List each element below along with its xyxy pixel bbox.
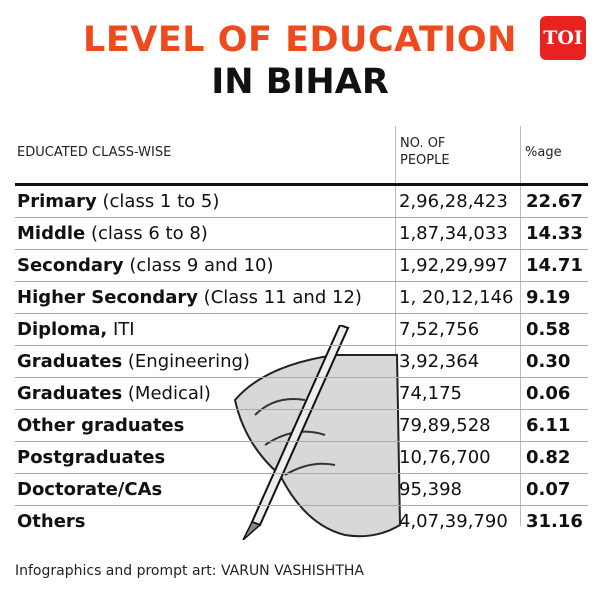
education-table: Primary (class 1 to 5) 2,96,28,423 22.67 Mi…: [15, 186, 588, 537]
pct-cell: 0.06: [523, 377, 588, 410]
credit-line: Infographics and prompt art: VARUN VASHI…: [15, 563, 364, 579]
category-cell: Other graduates: [15, 409, 395, 442]
category-bold: Postgraduates: [17, 447, 166, 468]
table-row: Primary (class 1 to 5) 2,96,28,423 22.67: [15, 186, 588, 218]
category-cell: Higher Secondary (Class 11 and 12): [15, 281, 395, 314]
people-cell: 2,96,28,423: [395, 186, 523, 218]
category-bold: Graduates: [17, 383, 123, 404]
category-cell: Graduates (Medical): [15, 377, 395, 410]
category-bold: Secondary: [17, 255, 124, 276]
people-cell: 1,87,34,033: [395, 217, 523, 250]
people-cell: 74,175: [395, 377, 523, 410]
people-cell: 1,92,29,997: [395, 249, 523, 282]
header-people: NO. OF PEOPLE: [400, 135, 450, 169]
category-bold: Graduates: [17, 351, 123, 372]
table-row: Graduates (Engineering) 3,92,364 0.30: [15, 345, 588, 378]
people-cell: 10,76,700: [395, 441, 523, 474]
category-cell: Middle (class 6 to 8): [15, 217, 395, 250]
table-row: Secondary (class 9 and 10) 1,92,29,997 14.…: [15, 249, 588, 282]
people-cell: 79,89,528: [395, 409, 523, 442]
pct-cell: 22.67: [523, 186, 588, 218]
category-bold: Other graduates: [17, 415, 185, 436]
category-detail: (Class 11 and 12): [197, 287, 362, 308]
people-cell: 95,398: [395, 473, 523, 506]
pct-cell: 0.58: [523, 313, 588, 346]
category-detail: (class 1 to 5): [96, 191, 220, 212]
category-detail: (Medical): [122, 383, 211, 404]
category-cell: Graduates (Engineering): [15, 345, 395, 378]
category-cell: Postgraduates: [15, 441, 395, 474]
category-bold: Doctorate/CAs: [17, 479, 163, 500]
category-detail: (class 9 and 10): [123, 255, 274, 276]
pct-cell: 0.30: [523, 345, 588, 378]
table-row: Higher Secondary (Class 11 and 12) 1, 20,…: [15, 281, 588, 314]
table-row: Middle (class 6 to 8) 1,87,34,033 14.33: [15, 217, 588, 250]
title-line-2: IN BIHAR: [211, 62, 389, 102]
table-row: Postgraduates 10,76,700 0.82: [15, 441, 588, 474]
pct-cell: 14.71: [523, 249, 588, 282]
people-cell: 1, 20,12,146: [395, 281, 523, 314]
table-row: Doctorate/CAs 95,398 0.07: [15, 473, 588, 506]
category-detail: (class 6 to 8): [85, 223, 208, 244]
table-row: Diploma, ITI 7,52,756 0.58: [15, 313, 588, 346]
table-row: Other graduates 79,89,528 6.11: [15, 409, 588, 442]
category-bold: Higher Secondary: [17, 287, 198, 308]
people-cell: 7,52,756: [395, 313, 523, 346]
table-row: Others 4,07,39,790 31.16: [15, 506, 588, 538]
title-line-1: LEVEL OF EDUCATION: [83, 20, 517, 60]
header-people-line2: PEOPLE: [400, 153, 450, 168]
category-detail: (Engineering): [122, 351, 250, 372]
category-cell: Diploma, ITI: [15, 313, 395, 346]
category-bold: Diploma,: [17, 319, 108, 340]
header-pct: %age: [525, 145, 562, 160]
table-row: Graduates (Medical) 74,175 0.06: [15, 377, 588, 410]
category-bold: Others: [17, 511, 86, 532]
header-people-line1: NO. OF: [400, 136, 446, 151]
category-detail: ITI: [107, 319, 135, 340]
header-rule: [15, 183, 588, 186]
pct-cell: 31.16: [526, 511, 583, 532]
pct-cell: 6.11: [523, 409, 588, 442]
category-cell: Others: [15, 506, 395, 538]
pct-cell: 14.33: [523, 217, 588, 250]
pct-cell: 0.82: [523, 441, 588, 474]
header-category: EDUCATED CLASS-WISE: [17, 145, 172, 160]
category-cell: Doctorate/CAs: [15, 473, 395, 506]
pct-cell: 9.19: [523, 281, 588, 314]
toi-logo: TOI: [540, 16, 586, 60]
people-cell: 4,07,39,790: [399, 511, 508, 532]
people-cell: 3,92,364: [395, 345, 523, 378]
category-bold: Primary: [17, 191, 97, 212]
category-cell: Primary (class 1 to 5): [15, 186, 395, 218]
category-bold: Middle: [17, 223, 86, 244]
pct-cell: 0.07: [523, 473, 588, 506]
category-cell: Secondary (class 9 and 10): [15, 249, 395, 282]
